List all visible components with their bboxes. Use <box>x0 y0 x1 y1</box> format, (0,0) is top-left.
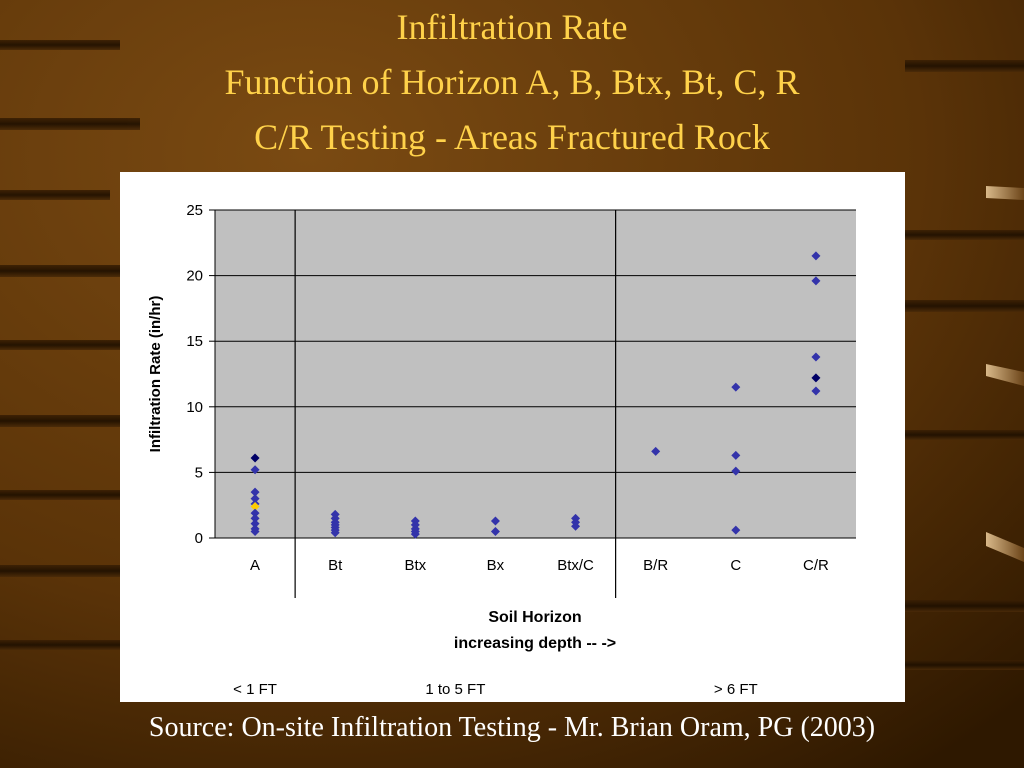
y-axis-label: Infiltration Rate (in/hr) <box>147 296 164 453</box>
depth-group-labels: < 1 FT 1 to 5 FT > 6 FT <box>233 681 758 698</box>
x-tick-label: C/R <box>803 557 829 574</box>
data-point <box>490 526 500 536</box>
title-line-3: C/R Testing - Areas Fractured Rock <box>254 117 770 157</box>
title-line-2: Function of Horizon A, B, Btx, Bt, C, R <box>224 62 800 102</box>
y-tick-labels: 0 5 10 15 20 25 <box>186 202 215 547</box>
data-point <box>250 519 260 529</box>
y-tick-label: 15 <box>186 333 203 350</box>
chart-panel: 0 5 10 15 20 25 A Bt Btx Bx Btx/C B/R C C/R Infiltra… <box>120 172 905 702</box>
decorative-stripes <box>0 40 1024 670</box>
source-caption: Source: On-site Infiltration Testing - M… <box>148 712 876 743</box>
depth-group-label: > 6 FT <box>714 681 758 698</box>
data-point <box>250 453 260 463</box>
x-tick-label: Bx <box>487 557 505 574</box>
gridlines <box>215 209 856 473</box>
x-tick-label: A <box>250 557 260 574</box>
y-tick-label: 0 <box>195 530 203 547</box>
data-point <box>811 352 821 362</box>
depth-separators <box>294 210 617 598</box>
x-tick-label: Bt <box>328 557 343 574</box>
slide-title: Infiltration Rate Function of Horizon A,… <box>0 0 1024 165</box>
data-point <box>731 466 741 476</box>
y-tick-label: 20 <box>186 268 203 285</box>
scatter-chart: 0 5 10 15 20 25 A Bt Btx Bx Btx/C B/R C C/R Infiltra… <box>147 202 856 698</box>
data-point <box>250 502 260 512</box>
data-point <box>811 251 821 261</box>
data-point <box>811 276 821 286</box>
data-point <box>731 382 741 392</box>
data-point <box>410 529 420 539</box>
data-point <box>811 373 821 383</box>
x-axis-label: Soil Horizon <box>488 609 581 626</box>
plot-area <box>215 210 856 538</box>
decorative-tabs <box>986 186 1024 562</box>
x-tick-label: Btx <box>404 557 426 574</box>
x-tick-label: C <box>730 557 741 574</box>
data-point <box>731 450 741 460</box>
data-point <box>250 526 260 536</box>
title-line-1: Infiltration Rate <box>396 7 628 47</box>
data-point <box>571 521 581 531</box>
data-point <box>731 525 741 535</box>
x-tick-label: B/R <box>643 557 668 574</box>
data-point <box>250 465 260 475</box>
depth-group-label: < 1 FT <box>233 681 277 698</box>
data-point <box>250 487 260 497</box>
data-point <box>250 494 260 504</box>
y-tick-label: 10 <box>186 399 203 416</box>
x-tick-label: Btx/C <box>557 557 594 574</box>
depth-group-label: 1 to 5 FT <box>425 681 485 698</box>
data-point <box>490 516 500 526</box>
x-axis-sublabel: increasing depth -- -> <box>454 635 616 652</box>
data-point <box>250 508 260 518</box>
y-tick-label: 5 <box>195 464 203 481</box>
data-points <box>250 251 821 539</box>
data-point <box>651 446 661 456</box>
data-point <box>330 528 340 538</box>
x-tick-labels: A Bt Btx Bx Btx/C B/R C C/R <box>250 557 829 574</box>
data-point <box>250 513 260 523</box>
y-tick-label: 25 <box>186 202 203 219</box>
data-point <box>811 386 821 396</box>
